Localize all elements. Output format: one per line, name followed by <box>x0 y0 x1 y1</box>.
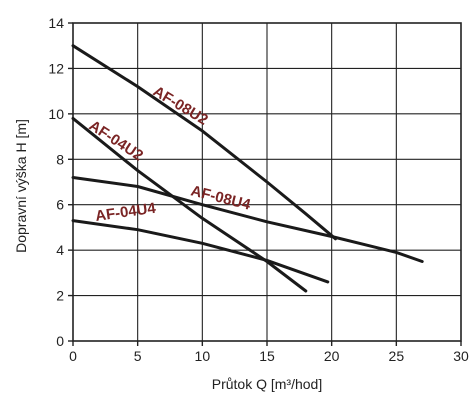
y-tick-label: 4 <box>56 242 64 258</box>
y-tick-label: 10 <box>48 106 64 122</box>
x-tick-label: 15 <box>259 348 275 364</box>
y-tick-label: 6 <box>56 197 64 213</box>
x-tick-label: 30 <box>453 348 469 364</box>
y-axis-ticks: 0 2 4 6 8 10 12 14 <box>48 15 73 349</box>
x-tick-label: 0 <box>69 348 77 364</box>
series-line-af-04u4 <box>71 219 330 284</box>
x-axis-ticks: 0 5 10 15 20 25 30 <box>69 341 469 364</box>
y-tick-label: 0 <box>56 333 64 349</box>
series-lines <box>71 44 424 293</box>
series-line-af-08u4 <box>71 176 424 263</box>
y-axis-label: Dopravní výška H [m] <box>13 119 29 253</box>
x-axis-label: Průtok Q [m³/hod] <box>212 376 322 392</box>
y-tick-label: 8 <box>56 151 64 167</box>
x-tick-label: 20 <box>324 348 340 364</box>
y-tick-label: 14 <box>48 15 64 31</box>
series-line-af-04u2 <box>71 116 308 293</box>
series-line-af-08u2 <box>71 44 337 241</box>
grid-lines <box>73 23 461 341</box>
x-tick-label: 25 <box>389 348 405 364</box>
y-tick-label: 12 <box>48 60 64 76</box>
y-tick-label: 2 <box>56 288 64 304</box>
x-tick-label: 10 <box>195 348 211 364</box>
x-tick-label: 5 <box>134 348 142 364</box>
